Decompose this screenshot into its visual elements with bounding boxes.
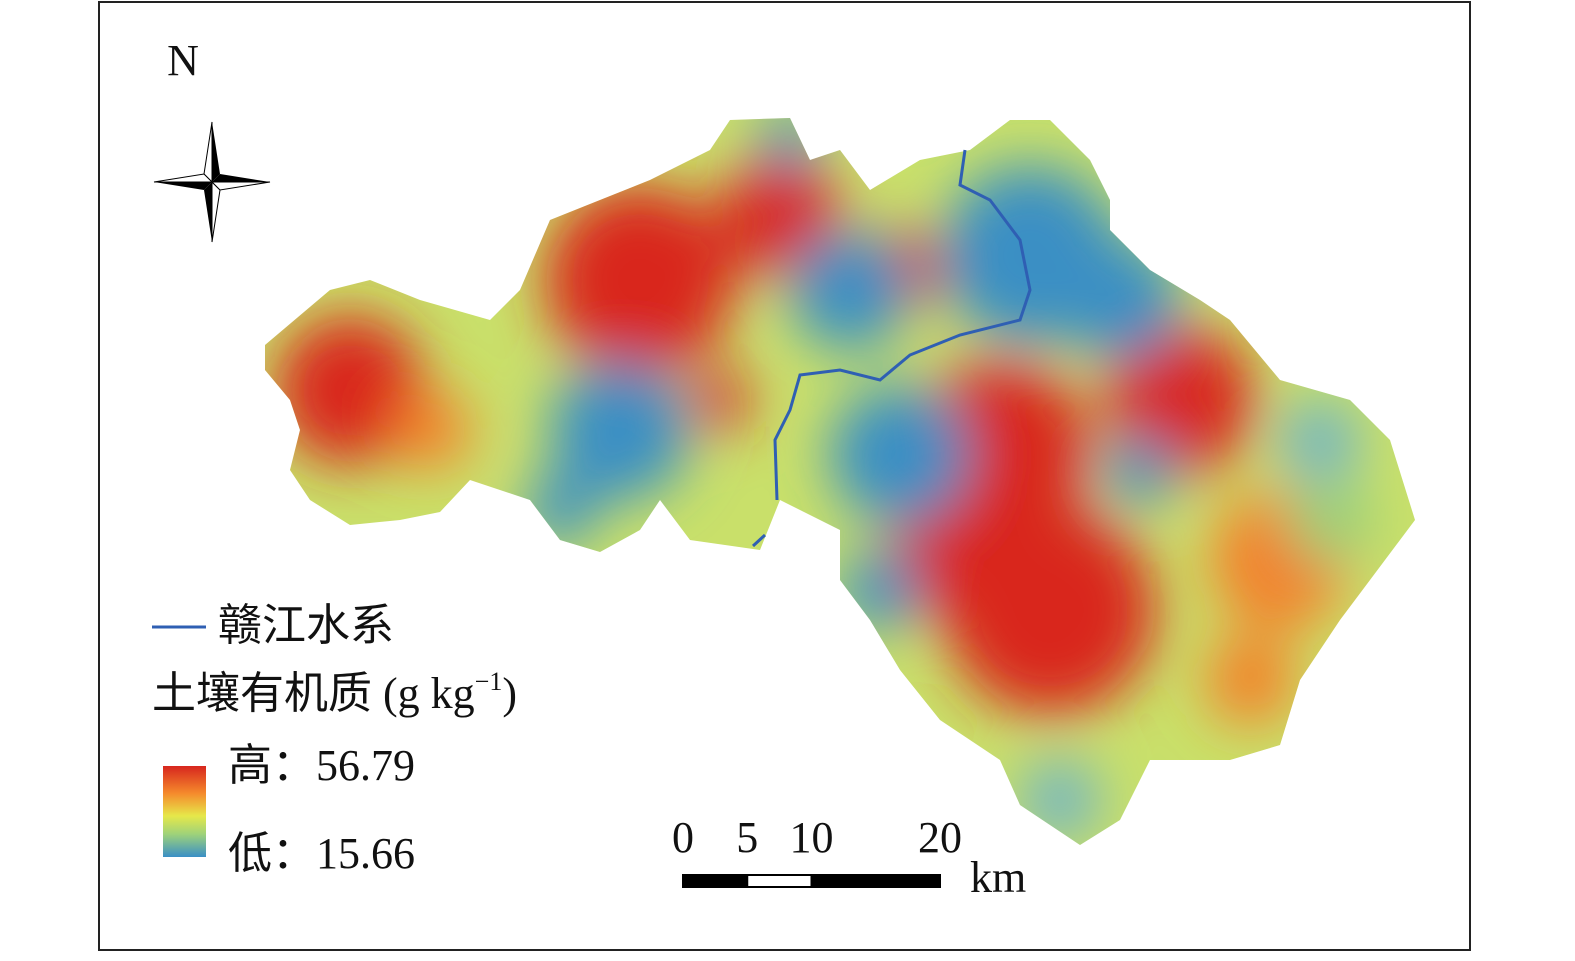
north-label: N — [167, 36, 199, 85]
surface-blob — [1280, 400, 1360, 480]
scale-tick-label: 5 — [736, 813, 758, 862]
surface-blob — [690, 370, 750, 430]
surface-blob — [550, 360, 690, 500]
surface-blob — [1020, 760, 1100, 840]
surface-blob — [1205, 635, 1295, 725]
legend-low: 低：15.66 — [228, 829, 415, 878]
surface-blob — [1105, 435, 1175, 505]
surface-blob — [720, 155, 840, 275]
surface-blob — [525, 475, 595, 545]
surface-blob — [760, 118, 820, 170]
legend-title: 土壤有机质 (g kg−1) — [152, 667, 517, 718]
surface-blob — [275, 315, 425, 465]
scale-segment — [810, 874, 941, 888]
surface-blob — [545, 185, 735, 375]
frame — [98, 1, 1471, 951]
surface-blob — [790, 230, 910, 350]
scale-tick-label: 20 — [918, 813, 962, 862]
surface-blob — [840, 550, 920, 630]
compass — [153, 121, 271, 243]
surface-blob — [1060, 240, 1180, 360]
surface-blob — [390, 390, 470, 470]
surface-blob — [830, 385, 970, 525]
scale-tick-label: 0 — [672, 813, 694, 862]
scale-unit: km — [970, 853, 1026, 902]
legend-high: 高：56.79 — [228, 741, 415, 790]
legend-color-ramp — [163, 766, 206, 857]
legend-title-end: ) — [502, 669, 517, 718]
scale-segment — [682, 874, 749, 888]
soil-organic-matter-surface — [265, 118, 1415, 845]
scale-segment — [746, 874, 813, 888]
river-legend-label: 赣江水系 — [218, 601, 394, 650]
river — [751, 149, 1032, 548]
scale-tick-label: 10 — [790, 813, 834, 862]
legend-title-sup: −1 — [475, 667, 503, 696]
legend-title-text: 土壤有机质 (g kg — [152, 669, 475, 718]
surface-blob — [1285, 475, 1375, 565]
